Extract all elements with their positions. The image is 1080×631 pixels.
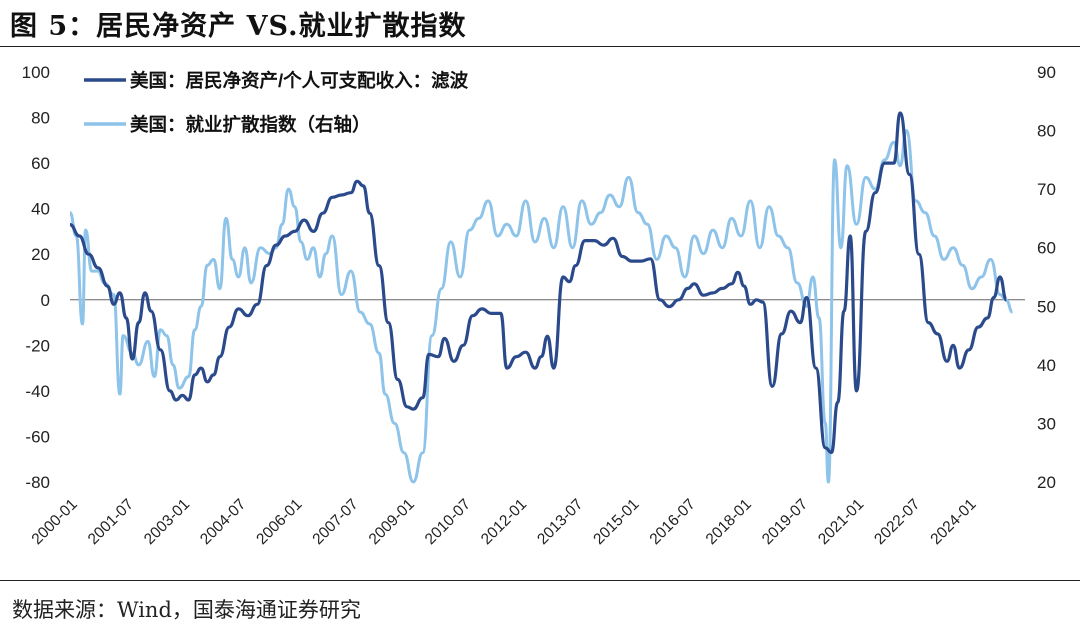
left-tick-label: -60 [25,427,50,446]
source-note: 数据来源：Wind，国泰海通证券研究 [12,598,361,622]
left-tick-label: 20 [31,245,50,264]
x-axis: 2000-01 2001-07 2003-01 2004-07 2006-01 2007-… [29,496,980,548]
right-tick-label: 80 [1037,122,1056,141]
x-tick-label: 2009-01 [366,496,418,548]
series-diffusion-index-line [68,129,1014,484]
legend-label: 美国：居民净资产/个人可支配收入：滤波 [130,70,469,91]
x-tick-label: 2018-01 [703,496,755,548]
left-tick-label: 100 [22,63,50,82]
chart: 100 80 60 40 20 0 -20 -40 -60 -80 90 80 70 60 50 40 30 2… [22,63,1056,548]
x-tick-label: 2010-07 [422,496,474,548]
x-tick-label: 2016-07 [647,496,699,548]
x-tick-label: 2012-01 [478,496,530,548]
right-tick-label: 90 [1037,63,1056,82]
legend-label: 美国：就业扩散指数（右轴） [130,114,371,135]
x-tick-label: 2004-07 [197,496,249,548]
series-net-worth-line [69,111,1008,454]
right-y-axis: 90 80 70 60 50 40 30 20 [1037,63,1056,492]
left-tick-label: -80 [25,473,50,492]
left-tick-label: 0 [41,291,50,310]
x-tick-label: 2003-01 [141,496,193,548]
x-tick-label: 2013-07 [534,496,586,548]
right-tick-label: 50 [1037,297,1056,316]
right-tick-label: 40 [1037,356,1056,375]
x-tick-label: 2024-01 [927,496,979,548]
left-tick-label: 40 [31,200,50,219]
x-tick-label: 2015-01 [590,496,642,548]
right-tick-label: 30 [1037,414,1056,433]
right-tick-label: 20 [1037,473,1056,492]
x-tick-label: 2019-07 [759,496,811,548]
x-tick-label: 2022-07 [871,496,923,548]
left-tick-label: -20 [25,336,50,355]
right-tick-label: 60 [1037,239,1056,258]
right-tick-label: 70 [1037,180,1056,199]
x-tick-label: 2007-07 [309,496,361,548]
left-tick-label: 60 [31,154,50,173]
x-tick-label: 2021-01 [815,496,867,548]
bottom-rule [0,580,1080,581]
left-y-axis: 100 80 60 40 20 0 -20 -40 -60 -80 [22,63,1025,492]
x-tick-label: 2001-07 [85,496,137,548]
top-rule [0,46,1080,47]
x-tick-label: 2000-01 [29,496,81,548]
x-tick-label: 2006-01 [253,496,305,548]
figure-title: 图 5：居民净资产 VS.就业扩散指数 [10,11,467,42]
series-lines [68,111,1014,484]
left-tick-label: -40 [25,382,50,401]
left-tick-label: 80 [31,109,50,128]
